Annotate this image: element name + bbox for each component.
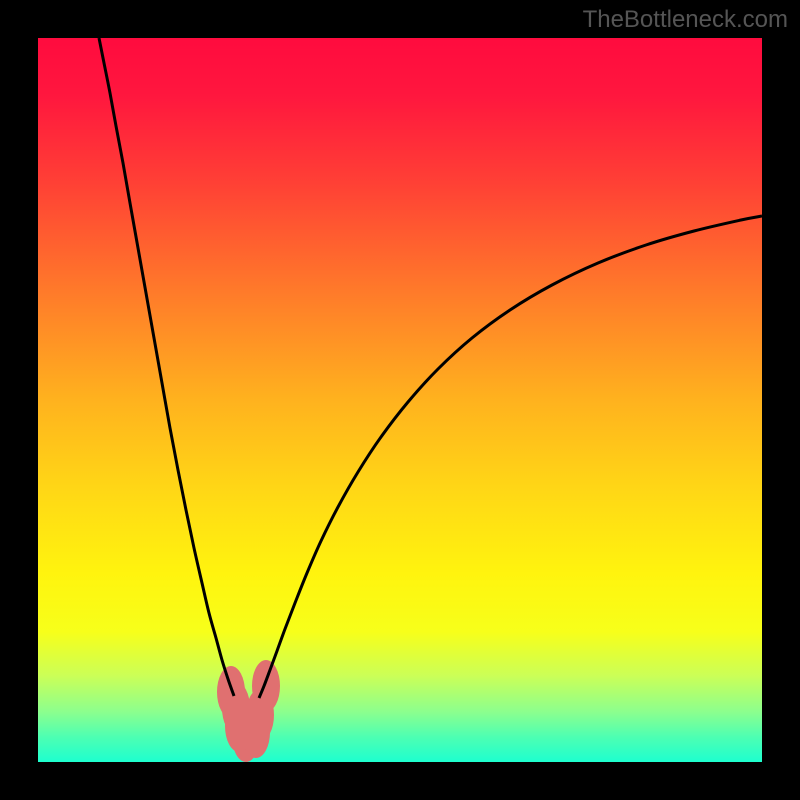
chart-svg xyxy=(0,0,800,800)
chart-stage: TheBottleneck.com xyxy=(0,0,800,800)
gradient-background xyxy=(38,38,762,762)
watermark-text: TheBottleneck.com xyxy=(583,6,788,34)
plot-area xyxy=(38,38,762,762)
base-scatter-point xyxy=(252,660,280,712)
